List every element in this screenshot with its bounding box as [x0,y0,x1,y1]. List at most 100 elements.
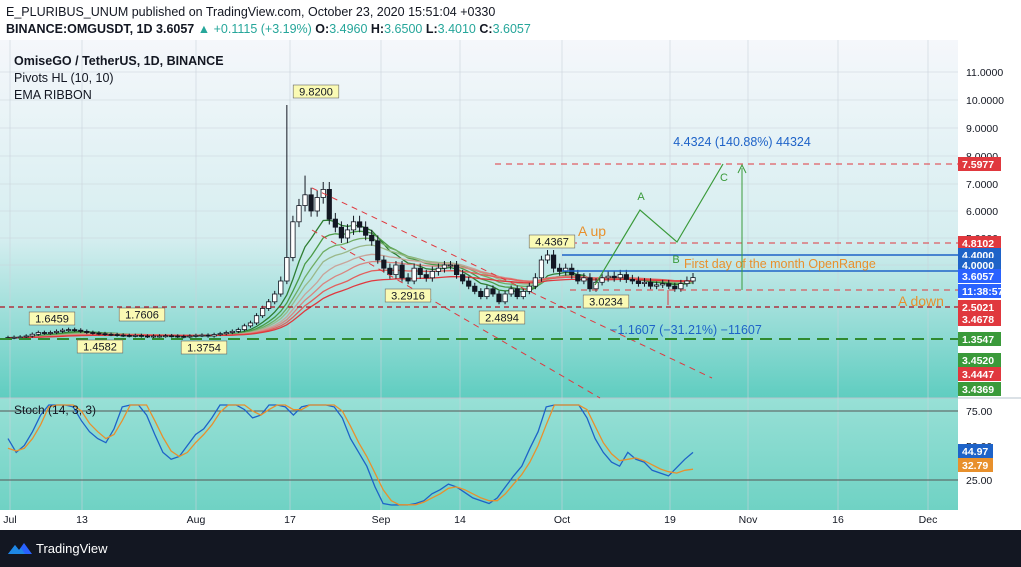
time-ticks: Jul 13 Aug 17 Sep 14 Oct 19 Nov 16 Dec [3,514,937,526]
low-label: L: [425,22,438,36]
candle-body-105 [641,281,648,284]
price-change: ▲ +0.1115 (+3.19%) [197,22,312,36]
candle-body-96 [587,277,593,290]
pivot-label-8: 3.0234 [589,297,623,309]
candle-body-60 [369,234,375,242]
close-value: 3.6057 [492,22,531,36]
chart-title: OmiseGO / TetherUS, 1D, BINANCE [14,54,224,68]
time-tick-9: 16 [832,514,844,526]
time-tick-5: 14 [454,514,466,526]
candle-body-38 [235,329,241,332]
candle-body-101 [617,274,623,279]
stoch-tag-bg-1 [958,458,993,472]
main-pane-bg [0,40,958,398]
brand-name: TradingView [36,540,108,556]
candle-body-69 [423,274,429,279]
stoch-tag-1: 32.79 [962,460,988,472]
tradingview-logo[interactable]: TradingView [8,540,108,556]
level-tag-bg-10 [958,367,1001,381]
candle-body-7 [47,332,54,334]
last-price: 3.6057 [156,22,195,36]
candle-body-108 [660,283,666,286]
candle-body-56 [344,229,351,239]
candle-body-51 [314,197,320,212]
candle-body-113 [690,277,696,282]
time-tick-1: 13 [76,514,88,526]
candle-body-111 [678,283,684,290]
candle-body-45 [278,280,284,295]
time-tick-8: Nov [739,514,758,526]
candle-body-31 [193,335,199,337]
candle-body-8 [53,330,60,333]
candle-body-90 [550,254,557,269]
open-value: 3.4960 [329,22,368,36]
candle-body-79 [484,288,490,297]
indicator-pivots: Pivots HL (10, 10) [14,71,114,85]
candle-body-57 [350,221,357,231]
pivot-label-1: 1.7606 [125,310,159,322]
time-tick-6: Oct [554,514,570,526]
chart-area[interactable]: 4.4324 (140.88%) 44324 A up A down First… [0,40,1021,530]
pivot-box-5 [384,288,432,303]
candle-body-50 [308,194,314,212]
candle-body-6 [41,332,47,334]
target-annotation: 4.4324 (140.88%) 44324 [673,135,811,149]
symbol-label: BINANCE:OMGUSDT, 1D [6,22,153,36]
level-tag-bg-0 [958,157,1001,171]
wave-projection [594,163,724,286]
pivot-box-8 [582,294,630,309]
candle-body-102 [623,274,629,280]
candle-body-71 [435,267,441,272]
pivot-box-3 [180,340,228,355]
candle-body-43 [266,301,272,309]
candle-body-18 [114,334,120,336]
candle-body-27 [169,335,175,338]
candle-body-23 [144,335,151,338]
pivot-label-0: 1.6459 [35,314,69,326]
pivot-label-2: 1.4582 [83,342,117,354]
candle-body-68 [417,267,423,276]
level-tag-bg-8 [958,332,1001,346]
candle-body-13 [84,330,90,333]
pivot-box-0 [28,311,76,326]
pivot-label-5: 3.2916 [391,291,425,303]
pivot-label-4: 9.8200 [299,87,333,99]
candle-body-42 [260,308,266,317]
open-label: O: [315,22,330,36]
time-axis [0,510,1021,530]
candle-body-10 [66,329,72,332]
level-tag-bg-4 [958,269,1001,283]
drop-annotation: −1.1607 (−31.21%) −11607 [610,323,762,337]
candle-body-30 [187,335,193,338]
tradingview-logo-icon [8,543,32,554]
candle-body-41 [253,315,260,324]
chart-header: E_PLURIBUS_UNUM published on TradingView… [0,0,1021,40]
candle-body-109 [666,283,672,287]
candle-body-62 [381,259,387,269]
trend-line-upper [311,187,713,379]
candle-body-34 [211,334,217,337]
stoch-tag-0: 44.97 [962,446,988,458]
time-tick-0: Jul [3,514,16,526]
candle-body-58 [356,221,363,228]
wave-a-label: A [637,191,645,203]
candle-body-98 [599,277,605,283]
candle-body-112 [684,280,690,284]
candle-body-65 [399,264,405,279]
candle-body-28 [175,335,181,338]
stoch-line-1 [7,404,694,506]
candle-body-35 [217,333,223,336]
time-tick-2: Aug [187,514,206,526]
candle-body-21 [132,335,138,337]
pivot-label-3: 1.3754 [187,343,221,355]
stoch-tick-0: 75.00 [966,406,992,418]
pivot-label-7: 4.4367 [535,237,569,249]
chart-svg[interactable]: 4.4324 (140.88%) 44324 A up A down First… [0,40,1021,530]
candle-body-85 [520,290,526,297]
candle-body-72 [441,264,448,269]
time-tick-3: 17 [284,514,296,526]
candle-body-33 [205,334,211,337]
level-tag-4: 3.6057 [962,271,994,283]
wave-c-label: C [720,172,728,184]
candle-body-55 [338,226,345,239]
